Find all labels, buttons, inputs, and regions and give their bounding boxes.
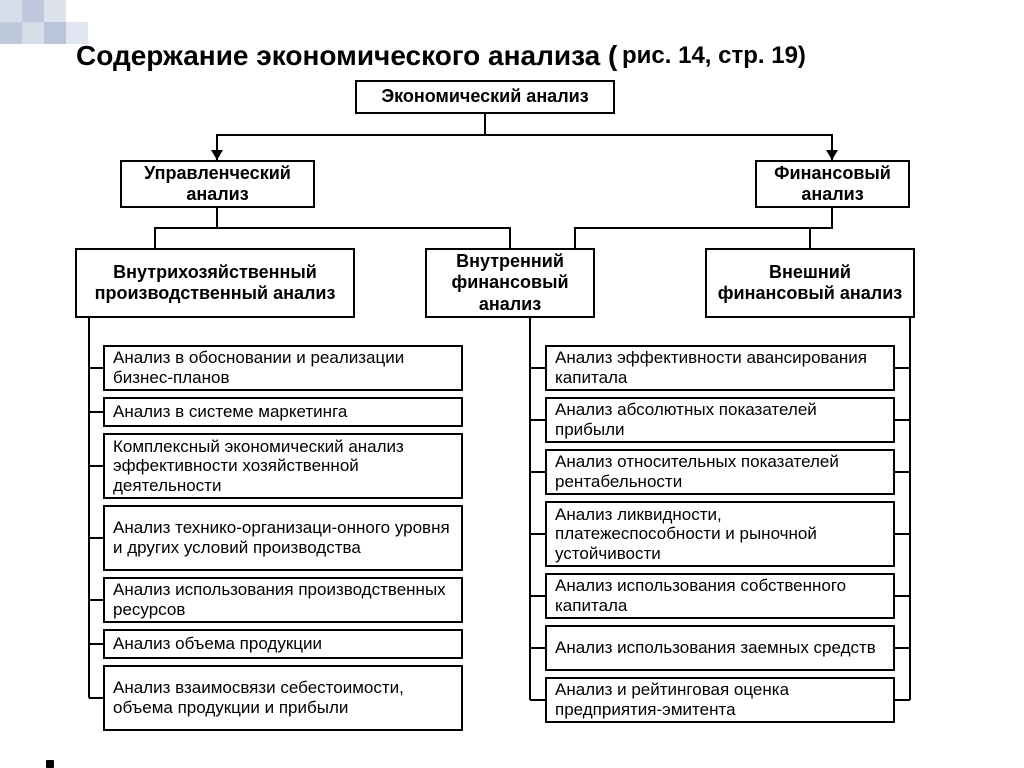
right-item: Анализ абсолютных показателей прибыли [545,397,895,443]
right-item-label: Анализ относительных показателей рентабе… [555,452,885,491]
deco-square [44,22,66,44]
node-management-label: Управленческий анализ [128,163,307,205]
right-item: Анализ использования заемных средств [545,625,895,671]
right-item-label: Анализ использования заемных средств [555,638,876,658]
left-item: Анализ объема продукции [103,629,463,659]
diagram-container: Экономический анализ Управленческий анал… [75,80,975,760]
node-financial-label: Финансовый анализ [763,163,902,205]
left-item: Анализ использования производственных ре… [103,577,463,623]
right-item-label: Анализ и рейтинговая оценка предприятия-… [555,680,885,719]
page-title-sub: рис. 14, стр. 19) [622,42,806,70]
right-item-label: Анализ эффективности авансирования капит… [555,348,885,387]
deco-square [0,22,22,44]
node-financial: Финансовый анализ [755,160,910,208]
right-item: Анализ относительных показателей рентабе… [545,449,895,495]
left-item-label: Анализ в системе маркетинга [113,402,347,422]
left-item-label: Анализ в обосновании и реализации бизнес… [113,348,453,387]
node-production-label: Внутрихозяйственный производственный ана… [83,262,347,304]
node-internal-fin-label: Внутренний финансовый анализ [433,251,587,315]
deco-square [22,22,44,44]
node-production: Внутрихозяйственный производственный ана… [75,248,355,318]
left-item-label: Анализ объема продукции [113,634,322,654]
node-root: Экономический анализ [355,80,615,114]
right-item: Анализ использования собственного капита… [545,573,895,619]
left-item: Комплексный экономический анализ эффекти… [103,433,463,499]
left-item: Анализ взаимосвязи себестоимости, объема… [103,665,463,731]
node-root-label: Экономический анализ [381,86,588,107]
deco-square [0,0,22,22]
page-title-main: Содержание экономического анализа ( [76,40,617,72]
right-item-label: Анализ ликвидности, платежеспособности и… [555,505,885,564]
left-item: Анализ в обосновании и реализации бизнес… [103,345,463,391]
deco-square [44,0,66,22]
node-internal-fin: Внутренний финансовый анализ [425,248,595,318]
left-item-label: Анализ технико-организаци-онного уровня … [113,518,453,557]
left-item-label: Анализ использования производственных ре… [113,580,453,619]
right-item-label: Анализ абсолютных показателей прибыли [555,400,885,439]
right-item: Анализ эффективности авансирования капит… [545,345,895,391]
right-item: Анализ ликвидности, платежеспособности и… [545,501,895,567]
node-external-fin: Внешний финансовый анализ [705,248,915,318]
left-item: Анализ в системе маркетинга [103,397,463,427]
node-external-fin-label: Внешний финансовый анализ [713,262,907,304]
right-item: Анализ и рейтинговая оценка предприятия-… [545,677,895,723]
deco-square [22,0,44,22]
right-item-label: Анализ использования собственного капита… [555,576,885,615]
left-item: Анализ технико-организаци-онного уровня … [103,505,463,571]
node-management: Управленческий анализ [120,160,315,208]
left-item-label: Анализ взаимосвязи себестоимости, объема… [113,678,453,717]
left-item-label: Комплексный экономический анализ эффекти… [113,437,453,496]
